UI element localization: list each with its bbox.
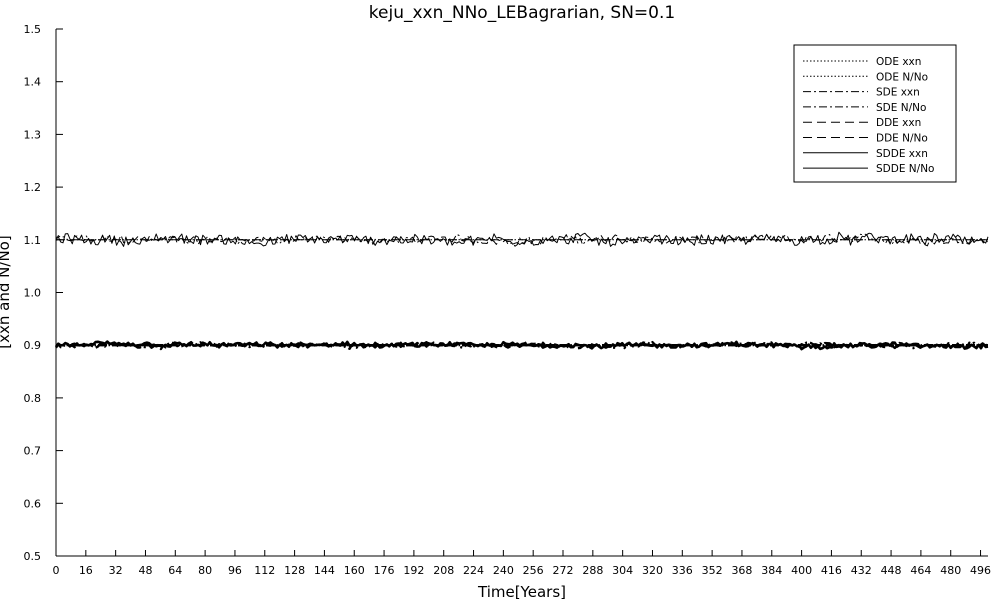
x-tick-label: 0 (53, 564, 60, 577)
legend-label: DDE xxn (876, 117, 921, 129)
x-tick-label: 80 (198, 564, 212, 577)
x-tick-label: 16 (79, 564, 93, 577)
x-tick-label: 336 (672, 564, 693, 577)
x-tick-label: 128 (284, 564, 305, 577)
series-lines (54, 231, 989, 351)
x-tick-label: 288 (582, 564, 603, 577)
x-axis-ticks: 0 16 32 48 64 80 96 112 128 144 160 176 192 208 224 240… (53, 550, 991, 577)
x-tick-label: 160 (344, 564, 365, 577)
x-tick-label: 48 (138, 564, 152, 577)
x-tick-label: 256 (523, 564, 544, 577)
x-tick-label: 448 (881, 564, 902, 577)
legend-label: SDE N/No (876, 102, 926, 114)
y-tick-label: 0.6 (24, 497, 42, 510)
y-axis-label: [xxn and N/No] (0, 235, 13, 348)
x-axis-label: Time[Years] (477, 583, 566, 600)
y-tick-label: 0.8 (24, 392, 42, 405)
y-tick-label: 1.3 (24, 128, 42, 141)
x-tick-label: 192 (403, 564, 424, 577)
y-tick-label: 1.0 (24, 287, 42, 300)
legend-label: SDDE xxn (876, 148, 928, 160)
x-tick-label: 240 (493, 564, 514, 577)
x-tick-label: 208 (433, 564, 454, 577)
y-tick-label: 0.5 (24, 550, 42, 563)
legend: ODE xxn ODE N/No SDE xxn SDE N/No DDE xxn DDE… (793, 44, 957, 183)
legend-label: SDE xxn (876, 87, 920, 99)
x-tick-label: 272 (553, 564, 574, 577)
chart-title: keju_xxn_NNo_LEBagrarian, SN=0.1 (369, 3, 675, 23)
legend-box (793, 44, 957, 183)
x-tick-label: 432 (851, 564, 872, 577)
legend-label: DDE N/No (876, 133, 928, 145)
y-tick-label: 1.5 (24, 23, 42, 36)
y-tick-label: 1.4 (24, 76, 42, 89)
y-tick-label: 1.2 (24, 181, 42, 194)
x-tick-label: 112 (254, 564, 275, 577)
x-tick-label: 176 (374, 564, 395, 577)
x-tick-label: 224 (463, 564, 484, 577)
x-tick-label: 144 (314, 564, 335, 577)
y-tick-label: 0.9 (24, 339, 42, 352)
x-tick-label: 352 (702, 564, 723, 577)
x-tick-label: 480 (940, 564, 961, 577)
series-line-6 (55, 231, 989, 247)
legend-label: SDDE N/No (876, 163, 934, 175)
x-tick-label: 64 (168, 564, 182, 577)
x-tick-label: 320 (642, 564, 663, 577)
x-tick-label: 400 (791, 564, 812, 577)
legend-label: ODE xxn (876, 56, 921, 68)
x-tick-label: 96 (228, 564, 242, 577)
series-line-7 (54, 340, 989, 351)
y-tick-label: 0.7 (24, 445, 42, 458)
legend-label: ODE N/No (876, 71, 928, 83)
x-tick-label: 496 (970, 564, 991, 577)
x-tick-label: 464 (910, 564, 931, 577)
x-tick-label: 368 (731, 564, 752, 577)
x-tick-label: 416 (821, 564, 842, 577)
y-tick-label: 1.1 (24, 234, 42, 247)
x-tick-label: 304 (612, 564, 633, 577)
y-axis-ticks: 0.5 0.6 0.7 0.8 0.9 1.0 1.1 1.2 1.3 1.4 1.5 (24, 23, 63, 563)
x-tick-label: 384 (761, 564, 782, 577)
x-tick-label: 32 (109, 564, 123, 577)
